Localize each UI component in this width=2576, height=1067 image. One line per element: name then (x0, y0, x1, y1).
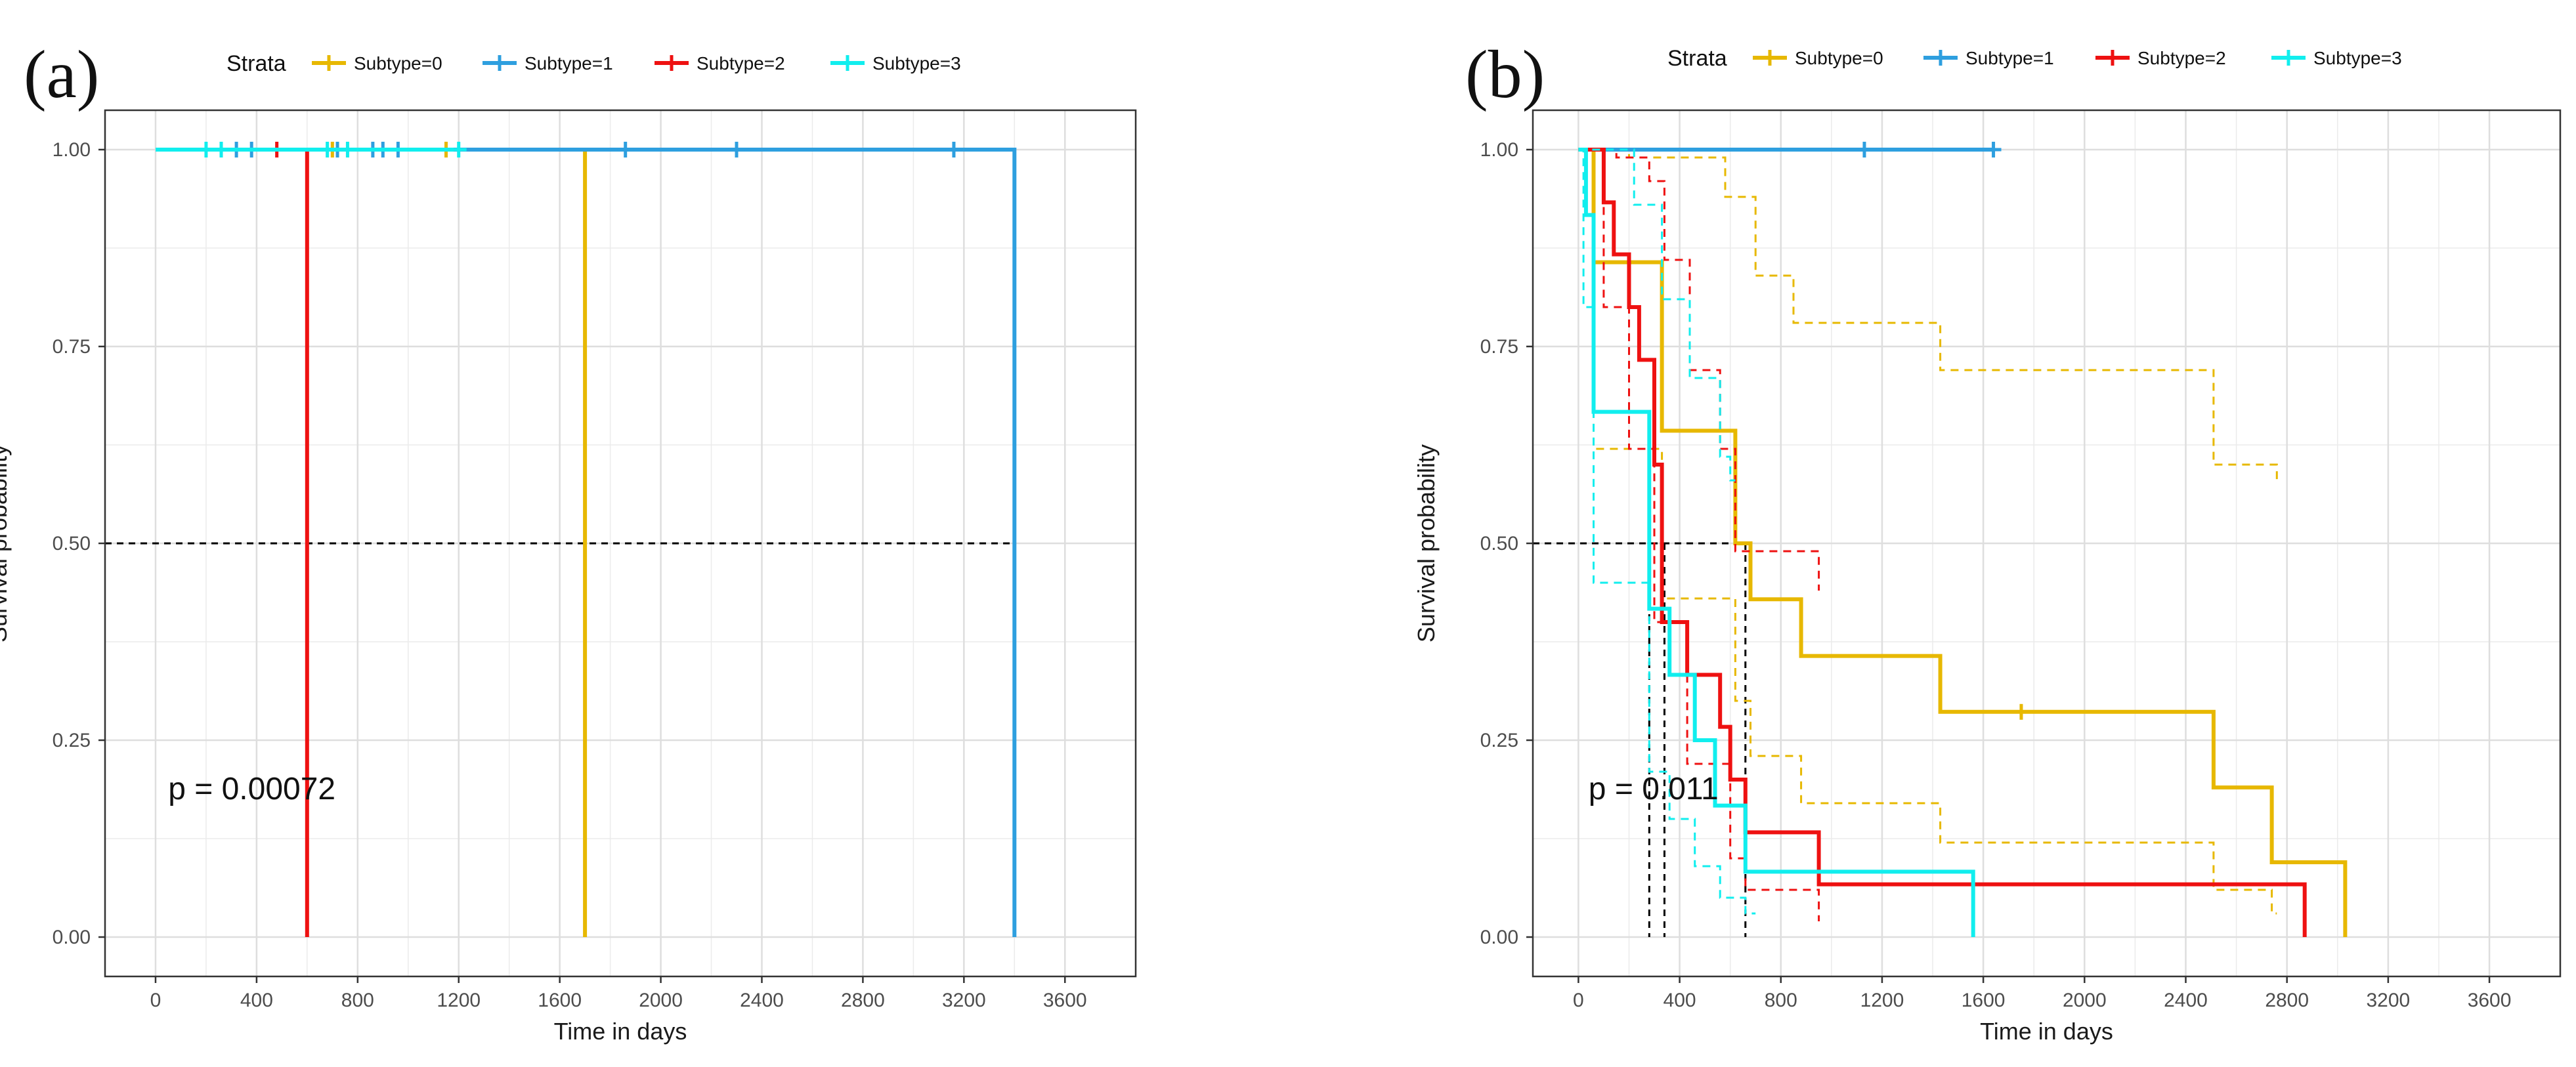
gridlines (1533, 110, 2560, 976)
y-axis-title: Survival probability (0, 444, 12, 642)
p-value-label: p = 0.00072 (168, 772, 335, 806)
x-tick-label: 0 (150, 990, 161, 1011)
x-tick-label: 2400 (740, 990, 784, 1011)
legend-label: Subtype=0 (354, 53, 442, 73)
panel-label-a: (a) (24, 37, 99, 112)
legend-item-subtype-2: Subtype=2 (655, 53, 785, 73)
series-line-subtype-0-ci-upper (1578, 148, 2278, 480)
censor-mark-subtype-3 (319, 142, 335, 157)
plot-area-b: 0 400 800 1200 1600 2000 2400 2800 3200 36000.000… (1413, 109, 2562, 1045)
x-tick-label: 400 (1664, 990, 1696, 1011)
censor-mark-subtype-3 (450, 142, 467, 157)
panel-a: (a) Strata Subtype=0 Subtype=1 Subtype=2 Sub… (0, 37, 1137, 1045)
x-tick-label: 3600 (2468, 990, 2512, 1011)
series-line-subtype-3-ci-lower (1578, 148, 1756, 915)
series-line-subtype-2-ci-upper (1578, 148, 1820, 591)
y-axis: 0.00 0.25 0.50 0.75 1.00 (53, 139, 105, 948)
legend-a: Strata Subtype=0 Subtype=1 Subtype=2 Subtype… (226, 51, 961, 76)
x-tick-label: 800 (1765, 990, 1797, 1011)
censor-mark-subtype-1 (617, 142, 633, 157)
y-tick-label: 1.00 (1480, 139, 1518, 161)
y-tick-label: 0.50 (1480, 533, 1518, 554)
y-tick-label: 0.00 (1480, 927, 1518, 948)
p-value-label: p = 0.011 (1589, 772, 1719, 806)
x-tick-label: 2000 (2063, 990, 2107, 1011)
legend-label: Subtype=3 (2313, 48, 2402, 68)
censor-mark-subtype-1 (1985, 142, 2002, 157)
y-tick-label: 0.25 (1480, 730, 1518, 751)
y-tick-label: 1.00 (53, 139, 91, 161)
y-tick-label: 0.00 (53, 927, 91, 948)
x-tick-label: 2800 (841, 990, 885, 1011)
x-tick-label: 0 (1573, 990, 1584, 1011)
x-tick-label: 800 (341, 990, 374, 1011)
x-tick-label: 1600 (1962, 990, 2006, 1011)
legend-item-subtype-1: Subtype=1 (1923, 48, 2054, 68)
x-tick-label: 2800 (2265, 990, 2309, 1011)
x-tick-label: 1600 (538, 990, 582, 1011)
censor-mark-subtype-3 (213, 142, 230, 157)
legend-label: Subtype=0 (1795, 48, 1883, 68)
legend-title: Strata (1667, 46, 1727, 71)
x-tick-label: 400 (240, 990, 273, 1011)
x-tick-label: 2000 (639, 990, 683, 1011)
legend-item-subtype-3: Subtype=3 (2271, 48, 2402, 68)
y-axis-title: Survival probability (1413, 444, 1440, 642)
censor-mark-subtype-3 (339, 142, 356, 157)
censor-mark-subtype-0 (2013, 703, 2029, 720)
x-tick-label: 1200 (437, 990, 481, 1011)
y-tick-label: 0.75 (1480, 336, 1518, 358)
legend-item-subtype-0: Subtype=0 (1753, 48, 1883, 68)
series-line-subtype-3 (1578, 148, 1975, 937)
censor-mark-subtype-1 (1856, 142, 1872, 157)
legend-label: Subtype=2 (697, 53, 785, 73)
x-tick-label: 3200 (942, 990, 986, 1011)
series-line-subtype-2-ci-lower (1578, 148, 1820, 921)
series-line-subtype-3-ci-upper (1578, 148, 1736, 482)
y-tick-label: 0.25 (53, 730, 91, 751)
legend-b: Strata Subtype=0 Subtype=1 Subtype=2 Subtype… (1667, 46, 2402, 71)
x-axis-title: Time in days (554, 1018, 687, 1045)
legend-label: Subtype=3 (872, 53, 961, 73)
legend-label: Subtype=1 (1965, 48, 2054, 68)
legend-title: Strata (226, 51, 286, 76)
censor-mark-subtype-1 (945, 142, 962, 157)
censor-mark-subtype-3 (198, 142, 214, 157)
x-tick-label: 3200 (2367, 990, 2411, 1011)
plot-area-a: 0 400 800 1200 1600 2000 2400 2800 3200 36000.000… (0, 109, 1137, 1045)
legend-label: Subtype=2 (2137, 48, 2226, 68)
x-tick-label: 1200 (1860, 990, 1904, 1011)
y-tick-label: 0.50 (53, 533, 91, 554)
x-tick-label: 3600 (1043, 990, 1087, 1011)
legend-item-subtype-2: Subtype=2 (2095, 48, 2226, 68)
x-axis: 0 400 800 1200 1600 2000 2400 2800 3200 3600 (1573, 976, 2511, 1011)
legend-item-subtype-0: Subtype=0 (312, 53, 442, 73)
legend-label: Subtype=1 (525, 53, 613, 73)
series-line-subtype-0-ci-lower (1578, 148, 2277, 915)
panel-b: (b) Strata Subtype=0 Subtype=1 Subtype=2 Sub… (1413, 37, 2562, 1045)
x-tick-label: 2400 (2164, 990, 2208, 1011)
panel-label-b: (b) (1465, 37, 1545, 112)
y-axis: 0.00 0.25 0.50 0.75 1.00 (1480, 139, 1533, 948)
y-tick-label: 0.75 (53, 336, 91, 358)
x-axis-title: Time in days (1980, 1018, 2113, 1045)
legend-item-subtype-3: Subtype=3 (830, 53, 961, 73)
censor-mark-subtype-1 (729, 142, 745, 157)
legend-item-subtype-1: Subtype=1 (483, 53, 613, 73)
x-axis: 0 400 800 1200 1600 2000 2400 2800 3200 3600 (150, 976, 1087, 1011)
